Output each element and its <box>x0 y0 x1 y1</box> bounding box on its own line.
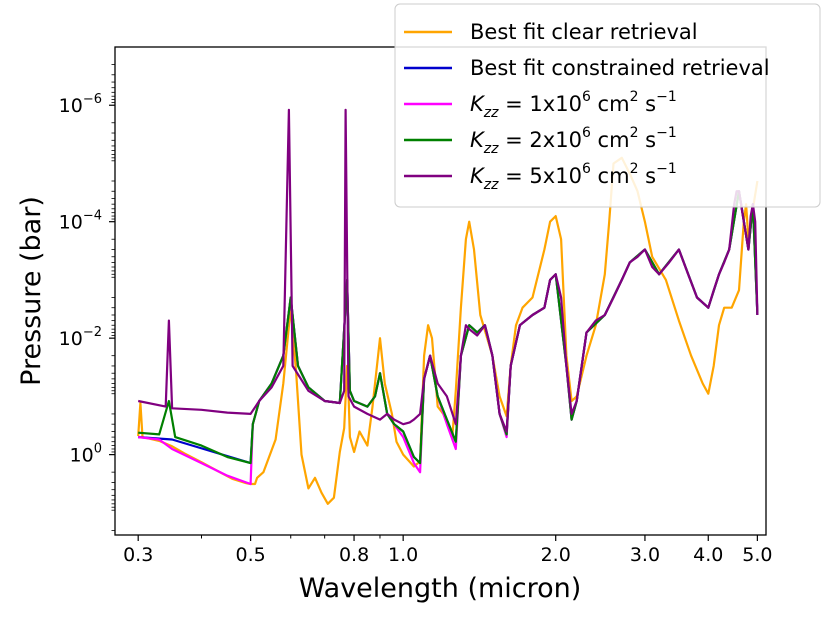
legend-box <box>394 3 821 208</box>
y-axis-ticks: 10−6 10−4 10−2 100 <box>59 64 115 531</box>
series-layer <box>137 108 759 505</box>
x-tick-label: 0.8 <box>339 544 369 566</box>
legend-label-kzz5: Kzz = 5x106 cm2 s−1 <box>470 161 677 193</box>
y-tick-label: 10−6 <box>59 92 102 117</box>
x-tick-label: 0.3 <box>123 544 153 566</box>
x-tick-label: 3.0 <box>630 544 660 566</box>
legend-label-kzz2: Kzz = 2x106 cm2 s−1 <box>470 125 677 157</box>
y-tick-label: 10−2 <box>59 325 102 350</box>
x-tick-label: 0.5 <box>236 544 266 566</box>
x-axis-ticks: 0.3 0.5 0.8 1.0 2.0 3.0 4.0 5.0 <box>123 535 772 566</box>
y-tick-label: 10−4 <box>59 209 102 234</box>
series-line-kzz5 <box>137 108 759 433</box>
x-tick-label: 5.0 <box>742 544 772 566</box>
y-axis-label: Pressure (bar) <box>16 196 47 386</box>
y-tick-label: 100 <box>70 442 102 467</box>
legend-label-kzz1: Kzz = 1x106 cm2 s−1 <box>470 89 677 121</box>
x-tick-label: 4.0 <box>693 544 723 566</box>
x-tick-label: 2.0 <box>541 544 571 566</box>
legend: Best fit clear retrieval Best fit constra… <box>394 3 821 208</box>
x-axis-label: Wavelength (micron) <box>299 573 582 604</box>
legend-label-constrained: Best fit constrained retrieval <box>470 56 770 80</box>
x-tick-label: 1.0 <box>388 544 418 566</box>
legend-label-clear: Best fit clear retrieval <box>470 20 698 44</box>
